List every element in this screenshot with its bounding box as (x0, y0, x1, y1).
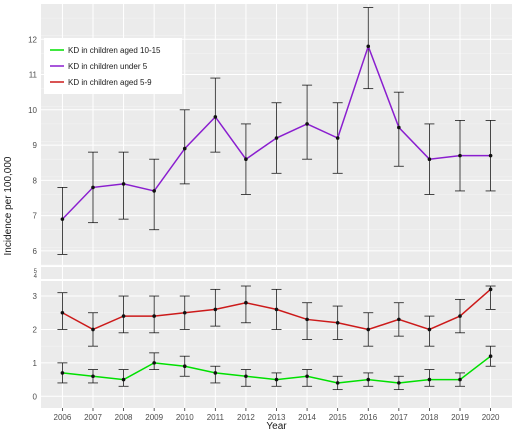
data-point (152, 189, 156, 193)
x-tick-label: 2011 (207, 413, 225, 422)
data-point (488, 287, 493, 292)
data-point (458, 377, 462, 382)
series-2 (57, 285, 496, 347)
data-point (488, 354, 493, 358)
y-tick-label: 1 (33, 359, 38, 368)
data-point (305, 374, 309, 379)
y-tick-label: 10 (28, 106, 37, 115)
data-point (397, 125, 401, 130)
x-tick-label: 2013 (268, 413, 286, 422)
legend-box (44, 38, 182, 94)
legend-label-10-15: KD in children aged 10-15 (68, 46, 161, 55)
y-tick-label: 6 (33, 247, 38, 256)
x-tick-label: 2009 (145, 413, 163, 422)
data-point (335, 320, 340, 325)
data-point (182, 146, 187, 151)
y-tick-label: 9 (33, 141, 38, 150)
x-tick-label: 2007 (84, 413, 102, 422)
data-point (121, 377, 126, 382)
data-point (244, 374, 248, 379)
y-tick-label: 3 (33, 292, 38, 301)
y-tick-label: 11 (29, 71, 38, 80)
data-point (305, 122, 309, 126)
data-point (182, 364, 187, 369)
x-tick-label: 2008 (115, 413, 133, 422)
data-point (427, 377, 432, 382)
series-1 (57, 7, 496, 255)
data-point (427, 327, 432, 332)
data-point (244, 157, 248, 161)
x-tick-label: 2006 (54, 413, 72, 422)
data-point (305, 317, 309, 322)
data-point (335, 136, 340, 140)
data-point (335, 381, 340, 385)
data-point (488, 153, 493, 158)
data-point (274, 136, 279, 140)
x-tick-label: 2017 (390, 413, 408, 422)
y-tick-label: 12 (28, 35, 37, 44)
data-point (458, 153, 462, 158)
legend-label-5-9: KD in children aged 5-9 (68, 78, 152, 87)
data-point (213, 371, 218, 375)
y-tick-label: 8 (33, 176, 38, 185)
data-point (366, 44, 371, 49)
data-point (458, 314, 462, 318)
data-point (152, 361, 156, 365)
x-tick-label: 2015 (329, 413, 347, 422)
data-point (152, 314, 156, 318)
data-point (121, 182, 126, 186)
x-tick-label: 2020 (482, 413, 500, 422)
data-point (91, 374, 95, 379)
y-tick-label: 5 (34, 269, 38, 275)
data-point (60, 217, 65, 221)
legend-label-under-5: KD in children under 5 (68, 62, 148, 71)
y-axis-title: Incidence per 100,000 (3, 156, 14, 255)
data-point (213, 115, 218, 119)
x-tick-label: 2010 (176, 413, 194, 422)
data-point (366, 377, 371, 382)
data-point (366, 327, 371, 332)
data-point (397, 317, 401, 322)
data-point (244, 300, 248, 305)
data-point (91, 185, 95, 190)
x-tick-label: 2014 (298, 413, 316, 422)
x-tick-label: 2018 (421, 413, 439, 422)
data-point (397, 381, 401, 385)
data-point (213, 307, 218, 312)
y-tick-label: 7 (33, 212, 38, 221)
data-point (427, 157, 432, 161)
data-point (182, 310, 187, 315)
data-point (91, 327, 95, 332)
x-axis-title: Year (266, 421, 287, 432)
y-tick-label: 2 (33, 325, 38, 334)
data-series (57, 7, 496, 391)
x-tick-label: 2016 (359, 413, 377, 422)
legend: KD in children aged 10-15 KD in children… (44, 38, 182, 94)
data-point (60, 310, 65, 315)
series-0 (57, 345, 496, 391)
x-tick-label: 2019 (451, 413, 469, 422)
data-point (121, 314, 126, 318)
y-tick-label: 4 (34, 274, 38, 280)
data-point (274, 377, 279, 382)
x-tick-labels: 2006 2007 2008 2009 2010 2011 2012 2013 2014 2015… (54, 408, 500, 422)
data-point (274, 307, 279, 312)
y-tick-label: 0 (33, 392, 38, 401)
data-point (60, 371, 65, 375)
x-tick-label: 2012 (237, 413, 255, 422)
